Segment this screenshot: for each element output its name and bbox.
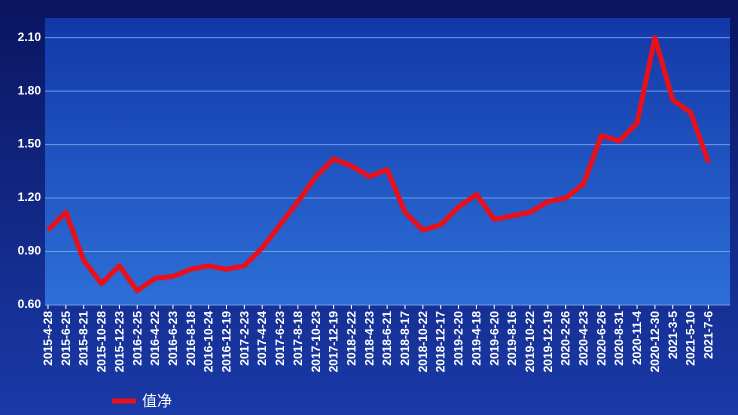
x-tick-label: 2018-6-21 [380, 311, 394, 366]
x-tick-label: 2020-2-26 [559, 311, 573, 366]
x-tick-label: 2015-12-23 [112, 311, 126, 373]
x-tick-label: 2019-10-22 [523, 311, 537, 373]
x-tick-label: 2019-6-20 [487, 311, 501, 366]
x-tick-label: 2020-12-30 [648, 311, 662, 373]
plot-area [45, 18, 730, 305]
y-tick-label: 1.50 [18, 137, 42, 151]
y-tick-label: 1.20 [18, 190, 42, 204]
y-tick-label: 0.90 [18, 244, 42, 258]
x-tick-label: 2020-8-31 [612, 311, 626, 366]
x-tick-label: 2019-12-19 [541, 311, 555, 373]
y-tick-label: 0.60 [18, 297, 42, 311]
x-tick-label: 2016-10-24 [202, 311, 216, 373]
x-tick-label: 2020-4-23 [577, 311, 591, 366]
x-tick-label: 2020-6-26 [594, 311, 608, 366]
x-tick-label: 2018-12-17 [434, 311, 448, 373]
x-tick-label: 2018-8-17 [398, 311, 412, 366]
x-tick-label: 2021-7-6 [701, 311, 715, 359]
y-tick-label: 2.10 [18, 30, 42, 44]
x-tick-label: 2015-4-28 [41, 311, 55, 366]
x-tick-label: 2018-4-23 [362, 311, 376, 366]
x-tick-label: 2021-3-5 [666, 311, 680, 359]
x-tick-label: 2017-8-18 [291, 311, 305, 366]
x-tick-label: 2016-4-22 [148, 311, 162, 366]
legend-label: 值净 [142, 393, 172, 410]
x-tick-label: 2017-10-23 [309, 311, 323, 373]
x-tick-label: 2018-2-22 [344, 311, 358, 366]
x-tick-label: 2017-12-19 [327, 311, 341, 373]
x-tick-label: 2020-11-4 [630, 311, 644, 365]
x-tick-label: 2017-4-24 [255, 311, 269, 366]
data-line [46, 35, 711, 294]
x-tick-label: 2016-12-19 [220, 311, 234, 373]
x-tick-label: 2018-10-22 [416, 311, 430, 373]
x-tick-label: 2017-2-23 [237, 311, 251, 366]
x-tick-label: 2021-5-10 [684, 311, 698, 366]
x-tick-label: 2017-6-23 [273, 311, 287, 366]
x-tick-label: 2019-4-18 [469, 311, 483, 366]
x-tick-label: 2016-6-23 [166, 311, 180, 366]
x-tick-label: 2019-2-20 [452, 311, 466, 366]
x-tick-label: 2015-6-25 [59, 311, 73, 366]
x-tick-label: 2015-8-21 [77, 311, 91, 366]
y-tick-label: 1.80 [18, 83, 42, 97]
x-tick-label: 2016-2-25 [130, 311, 144, 366]
x-tick-label: 2015-10-28 [95, 311, 109, 373]
x-tick-label: 2019-8-16 [505, 311, 519, 366]
x-tick-label: 2016-8-18 [184, 311, 198, 366]
